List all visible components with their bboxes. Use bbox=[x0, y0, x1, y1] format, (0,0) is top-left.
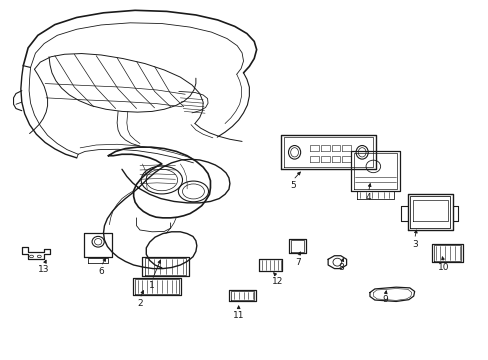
Text: 3: 3 bbox=[411, 240, 417, 249]
Text: 7: 7 bbox=[294, 258, 300, 267]
Text: 12: 12 bbox=[271, 277, 283, 286]
Text: 5: 5 bbox=[290, 181, 295, 190]
Text: 1: 1 bbox=[149, 281, 155, 290]
Text: 4: 4 bbox=[365, 193, 370, 202]
Text: 10: 10 bbox=[437, 263, 448, 272]
Text: 9: 9 bbox=[382, 295, 387, 304]
Text: 6: 6 bbox=[98, 267, 104, 276]
Text: 11: 11 bbox=[232, 311, 244, 320]
Text: 13: 13 bbox=[39, 265, 50, 274]
Text: 8: 8 bbox=[338, 263, 344, 272]
Text: 2: 2 bbox=[137, 299, 142, 308]
